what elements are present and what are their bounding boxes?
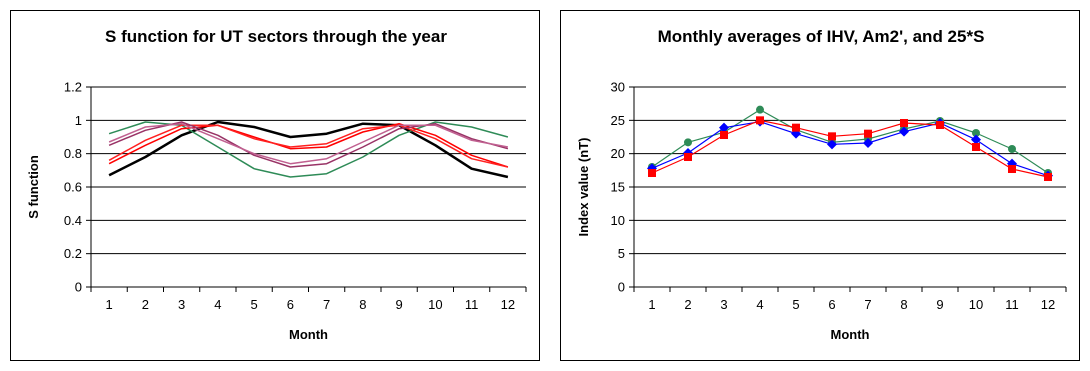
- data-point: [684, 138, 692, 147]
- series-line-1: [108, 120, 509, 179]
- data-point: [792, 123, 800, 132]
- data-point: [720, 131, 728, 139]
- x-tick-label: 8: [900, 297, 907, 312]
- data-point: [1044, 173, 1052, 181]
- x-tick-label: 6: [287, 297, 294, 312]
- x-tick-label: 5: [251, 297, 258, 312]
- x-axis-label: Month: [831, 327, 870, 342]
- x-tick-label: 6: [828, 297, 835, 312]
- chart-title: S function for UT sectors through the ye…: [105, 27, 447, 46]
- data-point: [756, 105, 764, 114]
- chart-title: Monthly averages of IHV, Am2', and 25*S: [658, 27, 985, 46]
- data-point: [971, 134, 981, 145]
- y-tick-label: 1.2: [64, 80, 82, 95]
- x-tick-label: 9: [396, 297, 403, 312]
- x-tick-label: 5: [792, 297, 799, 312]
- x-tick-label: 12: [501, 297, 515, 312]
- y-tick-label: 5: [618, 246, 625, 261]
- y-axis-label: S function: [26, 155, 41, 219]
- x-tick-label: 2: [684, 297, 691, 312]
- data-point: [863, 138, 873, 148]
- data-point: [756, 116, 764, 125]
- data-point: [1008, 145, 1016, 153]
- series-line-4: [108, 124, 509, 168]
- y-tick-label: 20: [611, 146, 625, 161]
- x-tick-label: 4: [214, 297, 221, 312]
- y-tick-label: 25: [611, 113, 625, 128]
- x-tick-label: 10: [428, 297, 442, 312]
- series-line-3: [108, 122, 509, 168]
- y-tick-label: 1: [75, 113, 82, 128]
- data-point: [648, 169, 656, 177]
- data-point: [900, 119, 908, 127]
- series-line-5: [108, 121, 509, 168]
- data-point: [684, 153, 692, 161]
- x-tick-label: 3: [720, 297, 727, 312]
- x-tick-label: 11: [1005, 297, 1019, 312]
- series-line-6: [108, 122, 509, 165]
- y-tick-label: 0.6: [64, 180, 82, 195]
- s-function-chart: S function for UT sectors through the ye…: [26, 27, 527, 342]
- data-point: [791, 128, 801, 139]
- data-point: [719, 122, 729, 133]
- data-point: [864, 129, 872, 138]
- monthly-averages-chart: Monthly averages of IHV, Am2', and 25*S 0…: [576, 27, 1067, 342]
- data-point: [972, 143, 980, 151]
- x-tick-label: 7: [323, 297, 330, 312]
- y-axis-label: Index value (nT): [576, 138, 591, 237]
- data-point: [828, 132, 836, 141]
- x-tick-label: 10: [969, 297, 983, 312]
- y-tick-label: 15: [611, 180, 625, 195]
- series-line-2: [651, 121, 1049, 177]
- x-tick-label: 4: [756, 297, 763, 312]
- data-point: [1008, 165, 1016, 173]
- series-line-3: [651, 119, 1049, 178]
- data-point: [972, 129, 980, 137]
- x-axis-label: Month: [289, 327, 328, 342]
- y-tick-label: 0: [75, 280, 82, 295]
- chart-panel-s-function: S function for UT sectors through the ye…: [10, 10, 540, 361]
- x-tick-label: 12: [1041, 297, 1055, 312]
- chart-panel-monthly-averages: Monthly averages of IHV, Am2', and 25*S 0…: [560, 10, 1080, 361]
- x-tick-label: 7: [864, 297, 871, 312]
- x-tick-label: 3: [178, 297, 185, 312]
- data-point: [827, 139, 837, 150]
- x-tick-label: 8: [359, 297, 366, 312]
- x-tick-label: 11: [465, 297, 479, 312]
- y-tick-label: 30: [611, 80, 625, 95]
- series-line-1: [651, 109, 1049, 174]
- y-tick-label: 0.4: [64, 213, 82, 228]
- y-tick-label: 0: [618, 280, 625, 295]
- data-point: [936, 121, 944, 129]
- x-tick-label: 2: [142, 297, 149, 312]
- x-tick-label: 1: [106, 297, 113, 312]
- x-tick-label: 9: [936, 297, 943, 312]
- y-tick-label: 10: [611, 213, 625, 228]
- y-tick-label: 0.8: [64, 146, 82, 161]
- x-tick-label: 1: [648, 297, 655, 312]
- y-tick-label: 0.2: [64, 246, 82, 261]
